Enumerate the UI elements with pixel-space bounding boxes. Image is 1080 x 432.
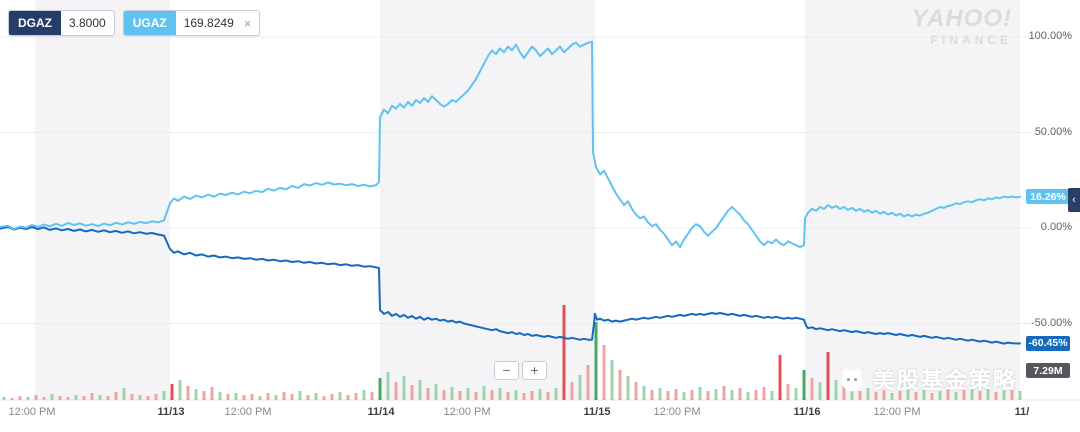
- chip-ugaz-symbol: UGAZ: [123, 11, 176, 35]
- brand-logo-icon: [841, 368, 863, 392]
- ugaz-line: [0, 40, 1021, 249]
- y-axis-label: 100.00%: [1028, 30, 1072, 42]
- x-axis-label: 12:00 PM: [873, 406, 921, 418]
- yahoo-finance-watermark: YAHOO! FINANCE: [911, 5, 1012, 47]
- zoom-in-button[interactable]: +: [522, 361, 547, 380]
- x-axis-label: 12:00 PM: [8, 406, 56, 418]
- compare-chips: DGAZ 3.8000 UGAZ 169.8249 ×: [8, 10, 261, 36]
- x-axis-label: 11/16: [793, 406, 821, 418]
- chip-dgaz[interactable]: DGAZ 3.8000: [8, 10, 115, 36]
- x-axis-label: 12:00 PM: [443, 406, 491, 418]
- ugaz-change-badge: 16.26%: [1026, 189, 1070, 205]
- dgaz-line: [0, 226, 1021, 345]
- x-axis-label: 12:00 PM: [224, 406, 272, 418]
- chip-ugaz[interactable]: UGAZ 169.8249 ×: [122, 10, 261, 36]
- x-axis-label: 11/14: [367, 406, 395, 418]
- volume-bars: [2, 305, 1022, 400]
- zoom-out-button[interactable]: −: [494, 361, 519, 380]
- session-bands: [35, 0, 1020, 400]
- side-panel-toggle[interactable]: ‹: [1068, 188, 1080, 212]
- x-axis-label: 11/15: [583, 406, 611, 418]
- finance-logo-text: FINANCE: [930, 33, 1012, 47]
- x-axis-label: 11/: [1014, 406, 1030, 418]
- x-axis-label: 11/13: [157, 406, 185, 418]
- chip-dgaz-value: 3.8000: [69, 16, 106, 30]
- y-axis-label: 0.00%: [1040, 221, 1072, 233]
- y-axis-label: 50.00%: [1034, 125, 1072, 138]
- zoom-controls: − +: [494, 361, 547, 380]
- x-axis-label: 12:00 PM: [653, 406, 701, 418]
- y-axis-label: -50.00%: [1031, 316, 1072, 329]
- wechat-watermark: 美股基金策略: [838, 363, 1017, 395]
- chip-dgaz-symbol: DGAZ: [9, 11, 61, 35]
- chip-ugaz-close-icon[interactable]: ×: [243, 15, 252, 31]
- brand-watermark-text: 美股基金策略: [873, 368, 1018, 393]
- chip-ugaz-value: 169.8249: [183, 16, 234, 30]
- yahoo-logo-text: YAHOO!: [911, 5, 1012, 32]
- dgaz-change-badge: -60.45%: [1026, 335, 1070, 351]
- volume-badge: 7.29M: [1026, 363, 1070, 378]
